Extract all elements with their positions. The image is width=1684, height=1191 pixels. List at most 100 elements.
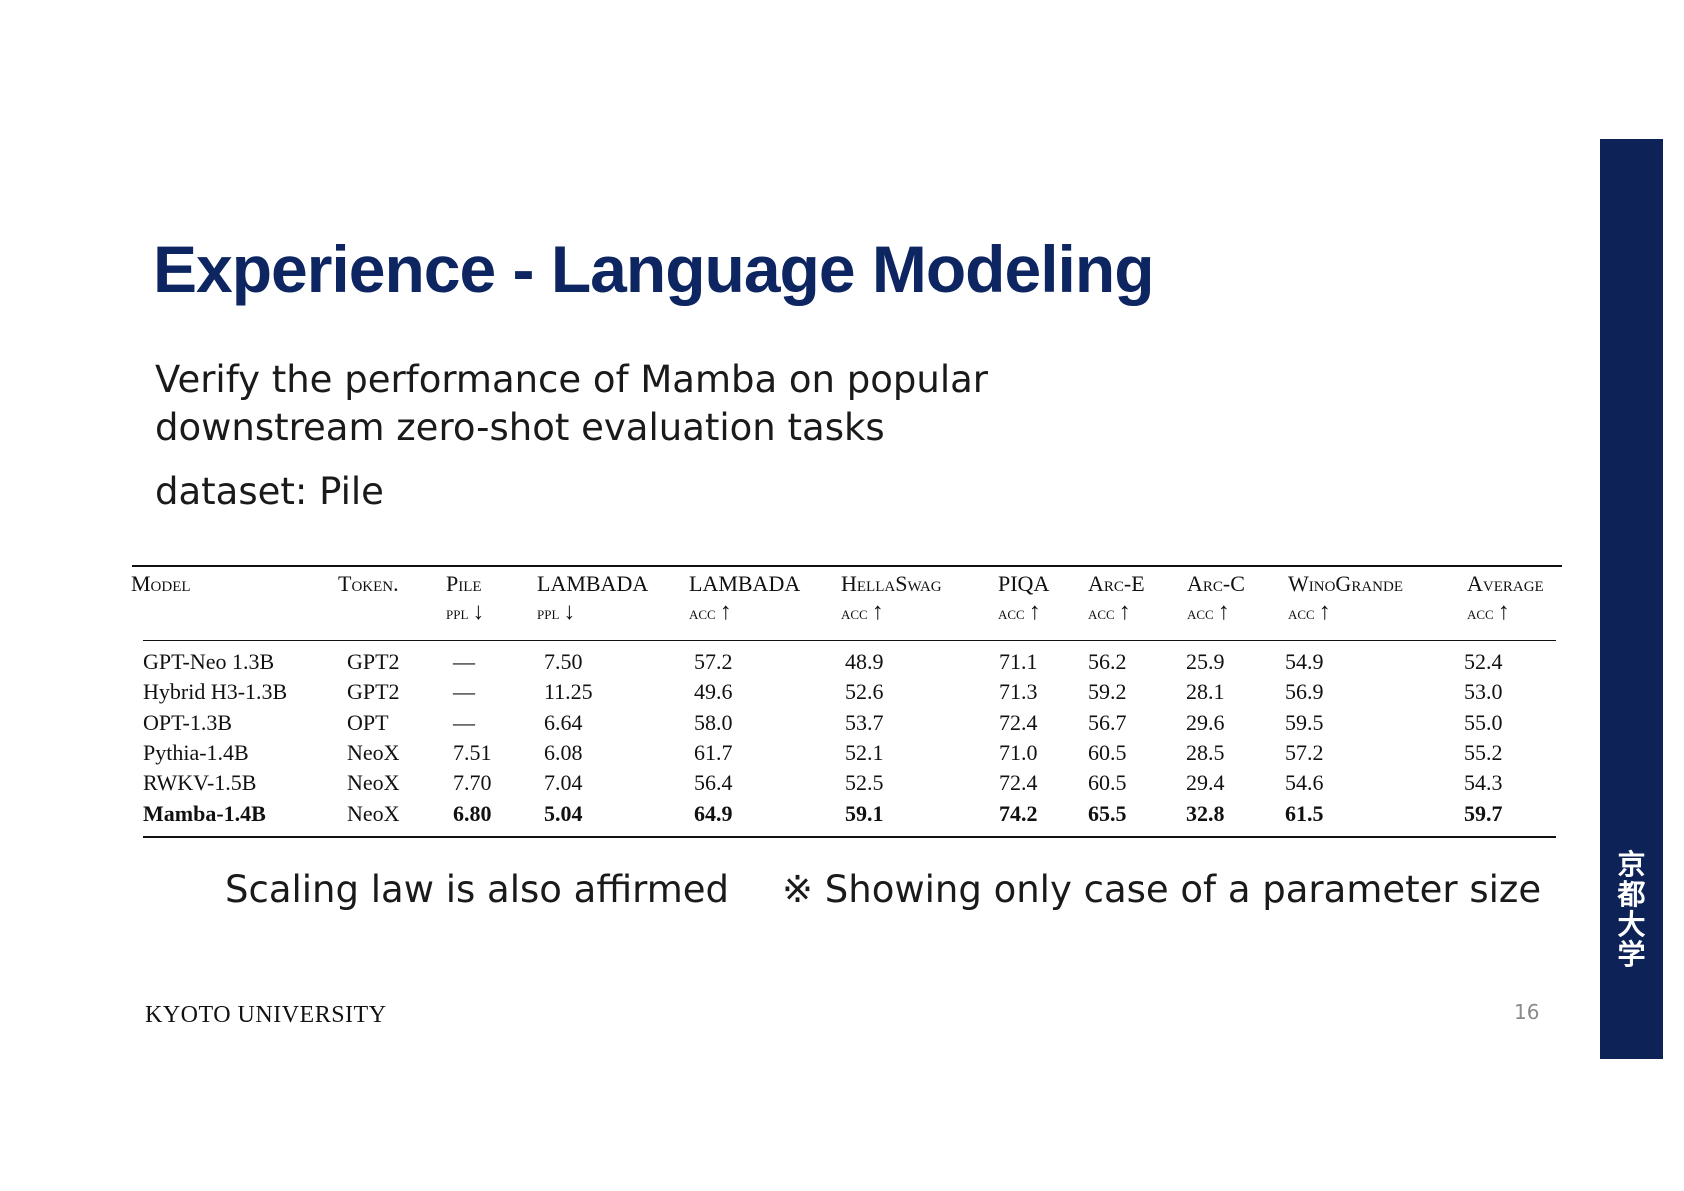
column-header-metric: acc ↑ (841, 598, 942, 628)
metric-label: ppl (537, 603, 560, 624)
seal-char: 都 (1617, 878, 1646, 911)
table-cell: 59.2 (1088, 679, 1127, 705)
arrow-up-icon: ↑ (1028, 599, 1041, 625)
footer-university-name: KYOTO UNIVERSITY (145, 1002, 387, 1028)
column-header: Model (131, 570, 191, 598)
model-name-cell: Pythia-1.4B (143, 739, 249, 765)
table-cell: 74.2 (999, 800, 1038, 826)
column-header-metric: acc ↑ (998, 598, 1049, 628)
dataset-label: dataset: Pile (155, 470, 384, 513)
metric-label: ppl (446, 603, 469, 624)
column-header-name: LAMBADA (689, 571, 801, 596)
table-cell: — (453, 649, 475, 674)
table-cell: 28.5 (1186, 739, 1225, 765)
arrow-up-icon: ↑ (1318, 599, 1331, 625)
table-cell: GPT2 (347, 649, 400, 674)
table-cell: 6.80 (453, 800, 492, 826)
column-header: HellaSwag acc ↑ (841, 570, 942, 628)
model-name-cell: OPT-1.3B (143, 709, 233, 735)
column-header: Token. (338, 570, 399, 598)
table-cell: 49.6 (694, 679, 733, 705)
table-cell: 52.4 (1464, 649, 1503, 674)
arrow-up-icon: ↑ (1497, 599, 1510, 625)
table-cell: 59.5 (1285, 709, 1324, 735)
column-header-name: Model (131, 571, 191, 596)
table-cell: 60.5 (1088, 739, 1127, 765)
table-cell: 52.1 (845, 739, 884, 765)
column-header-name: Token. (338, 571, 399, 596)
table-cell: 25.9 (1186, 649, 1225, 674)
column-header-metric: acc ↑ (1187, 598, 1245, 628)
column-header: PIQA acc ↑ (998, 570, 1049, 628)
table-cell: 6.64 (544, 709, 583, 735)
table-cell: 61.5 (1285, 800, 1324, 826)
scaling-law-note: Scaling law is also affirmed (225, 868, 729, 911)
metric-label: acc (998, 603, 1025, 624)
arrow-up-icon: ↑ (1217, 599, 1230, 625)
table-cell: 53.7 (845, 709, 884, 735)
table-cell: 59.1 (845, 800, 884, 826)
column-header-name: HellaSwag (841, 571, 942, 596)
description-line-2: downstream zero-shot evaluation tasks (155, 406, 885, 449)
table-cell: GPT2 (347, 679, 400, 705)
column-header-name: WinoGrande (1288, 571, 1403, 596)
table-cell: 53.0 (1464, 679, 1503, 705)
page-number: 16 (1514, 1000, 1540, 1024)
column-header-metric: ppl ↓ (537, 598, 648, 628)
column-header-name: LAMBADA (537, 571, 649, 596)
table-cell: NeoX (347, 739, 400, 765)
arrow-down-icon: ↓ (563, 599, 576, 625)
metric-label: acc (841, 603, 868, 624)
metric-label: acc (1288, 603, 1315, 624)
table-cell: 64.9 (694, 800, 733, 826)
table-cell: — (453, 679, 475, 705)
table-cell: 32.8 (1186, 800, 1225, 826)
table-cell: 56.7 (1088, 709, 1127, 735)
table-cell: 56.4 (694, 770, 733, 796)
table-cell: 54.6 (1285, 770, 1324, 796)
arrow-down-icon: ↓ (472, 599, 485, 625)
table-cell: 52.5 (845, 770, 884, 796)
table-cell: 57.2 (694, 649, 733, 674)
table-cell: 29.4 (1186, 770, 1225, 796)
column-header: Pile ppl ↓ (446, 570, 484, 628)
column-header-name: Average (1467, 571, 1544, 596)
column-header: LAMBADA ppl ↓ (537, 570, 648, 628)
table-cell: 65.5 (1088, 800, 1127, 826)
model-name-cell: GPT-Neo 1.3B (143, 649, 275, 674)
side-brand-bar (1600, 139, 1663, 1059)
seal-char: 学 (1617, 938, 1646, 971)
table-cell: NeoX (347, 770, 400, 796)
seal-char: 京 (1617, 848, 1646, 881)
column-header: Average acc ↑ (1467, 570, 1544, 628)
column-header-name: Arc-E (1088, 571, 1145, 596)
table-cell: 55.2 (1464, 739, 1503, 765)
table-cell: 29.6 (1186, 709, 1225, 735)
model-name-cell: RWKV-1.5B (143, 770, 257, 796)
column-header-metric: acc ↑ (1288, 598, 1403, 628)
table-cell: NeoX (347, 800, 400, 826)
table-cell: 71.0 (999, 739, 1038, 765)
table-cell: 48.9 (845, 649, 884, 674)
arrow-up-icon: ↑ (871, 599, 884, 625)
column-header-metric: acc ↑ (1088, 598, 1145, 628)
table-cell: 72.4 (999, 709, 1038, 735)
table-header-rule (143, 640, 1556, 641)
metric-label: acc (689, 603, 716, 624)
column-header-name: Pile (446, 571, 482, 596)
table-cell: 6.08 (544, 739, 583, 765)
metric-label: acc (1467, 603, 1494, 624)
column-header: Arc-E acc ↑ (1088, 570, 1145, 628)
table-cell: 7.04 (544, 770, 583, 796)
table-cell: 60.5 (1088, 770, 1127, 796)
column-header: WinoGrande acc ↑ (1288, 570, 1403, 628)
university-seal-logo: 京 都 大 学 (1600, 850, 1663, 970)
table-cell: — (453, 709, 475, 735)
table-cell: 56.9 (1285, 679, 1324, 705)
table-cell: 54.3 (1464, 770, 1503, 796)
table-cell: 61.7 (694, 739, 733, 765)
table-cell: 58.0 (694, 709, 733, 735)
table-cell: 7.70 (453, 770, 492, 796)
column-header-name: PIQA (998, 571, 1050, 596)
table-cell: 28.1 (1186, 679, 1225, 705)
